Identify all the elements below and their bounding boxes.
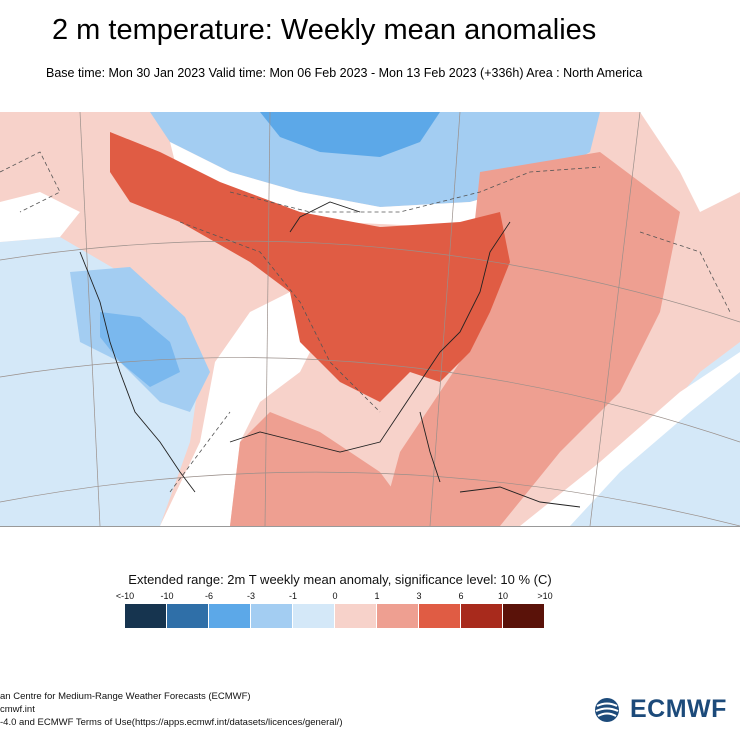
legend-tick-label: -6 (204, 591, 214, 601)
west-cold-core (100, 312, 180, 387)
legend-swatch (377, 604, 419, 628)
legend-tick-label: 0 (332, 591, 338, 601)
legend-swatch (335, 604, 377, 628)
legend-tick-label: 6 (458, 591, 464, 601)
footer-credits: an Centre for Medium-Range Weather Forec… (0, 690, 343, 729)
legend-tick-label: <-10 (115, 591, 135, 601)
legend-tick-label: 3 (416, 591, 422, 601)
legend-swatch (125, 604, 167, 628)
footer-line-2: cmwf.int (0, 704, 35, 715)
legend-swatch (209, 604, 251, 628)
neutral-ne (640, 112, 740, 212)
canada-cold-core (260, 112, 440, 157)
legend-tick-label: 1 (374, 591, 380, 601)
legend-tick-label: -1 (288, 591, 298, 601)
legend-tick-label: -10 (160, 591, 174, 601)
map-title: 2 m temperature: Weekly mean anomalies (52, 14, 597, 46)
legend-colorbar (125, 604, 545, 630)
footer-line-3: -4.0 and ECMWF Terms of Use(https://apps… (0, 717, 343, 728)
warm-core (110, 132, 510, 402)
coastlines (79, 201, 581, 508)
ecmwf-logo: ECMWF (594, 695, 727, 724)
legend-swatch (503, 604, 545, 628)
anomaly-map-svg (0, 112, 740, 526)
anomaly-map (0, 112, 740, 527)
legend-swatch (419, 604, 461, 628)
footer-line-1: an Centre for Medium-Range Weather Forec… (0, 691, 251, 702)
legend-ticks: <-10 -10 -6 -3 -1 0 1 3 6 10 >10 (116, 591, 553, 603)
atlantic-warm (380, 152, 680, 526)
gulf-warm (230, 412, 420, 526)
map-subtitle: Base time: Mon 30 Jan 2023 Valid time: M… (46, 66, 643, 80)
legend-swatch (293, 604, 335, 628)
neutral-nw (0, 192, 80, 242)
legend-tick-label: -3 (246, 591, 256, 601)
legend-swatch (461, 604, 503, 628)
legend-tick-label: >10 (537, 591, 553, 601)
legend-tick-label: 10 (497, 591, 509, 601)
graticule (0, 112, 740, 526)
legend-swatch (251, 604, 293, 628)
neutral-band-west (160, 292, 320, 526)
legend-swatch (167, 604, 209, 628)
ecmwf-logo-text: ECMWF (630, 695, 727, 723)
neutral-band-se (520, 352, 740, 526)
ecmwf-logo-icon (595, 697, 619, 722)
significance-contours (0, 151, 731, 493)
legend-title: Extended range: 2m T weekly mean anomaly… (128, 572, 552, 587)
